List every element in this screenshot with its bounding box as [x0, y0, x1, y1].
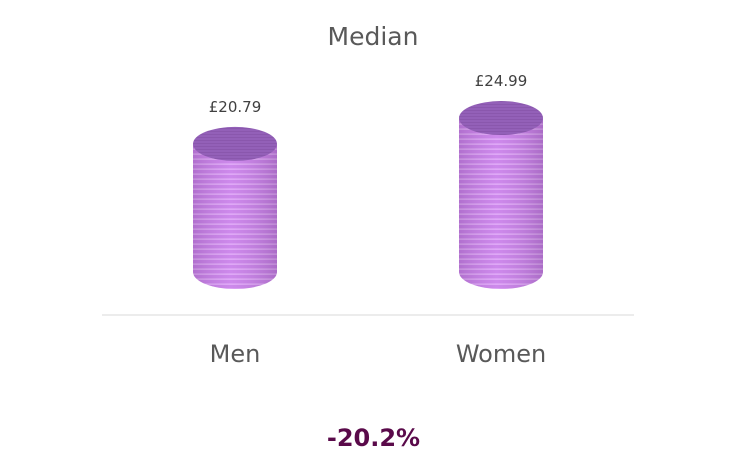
- cylinder-shading: [459, 118, 543, 289]
- cylinder-shading: [193, 143, 277, 289]
- pay-gap-percentage: -20.2%: [326, 424, 421, 452]
- bar-women: £24.99: [459, 72, 543, 289]
- cylinder-top: [193, 126, 277, 161]
- bar-men: £20.79: [193, 98, 277, 289]
- category-label-women: Women: [456, 340, 546, 368]
- category-label-men: Men: [210, 340, 261, 368]
- data-label: £20.79: [209, 98, 262, 116]
- chart-title: Median: [328, 22, 419, 51]
- data-label: £24.99: [475, 72, 528, 90]
- cylinder-top: [459, 101, 543, 136]
